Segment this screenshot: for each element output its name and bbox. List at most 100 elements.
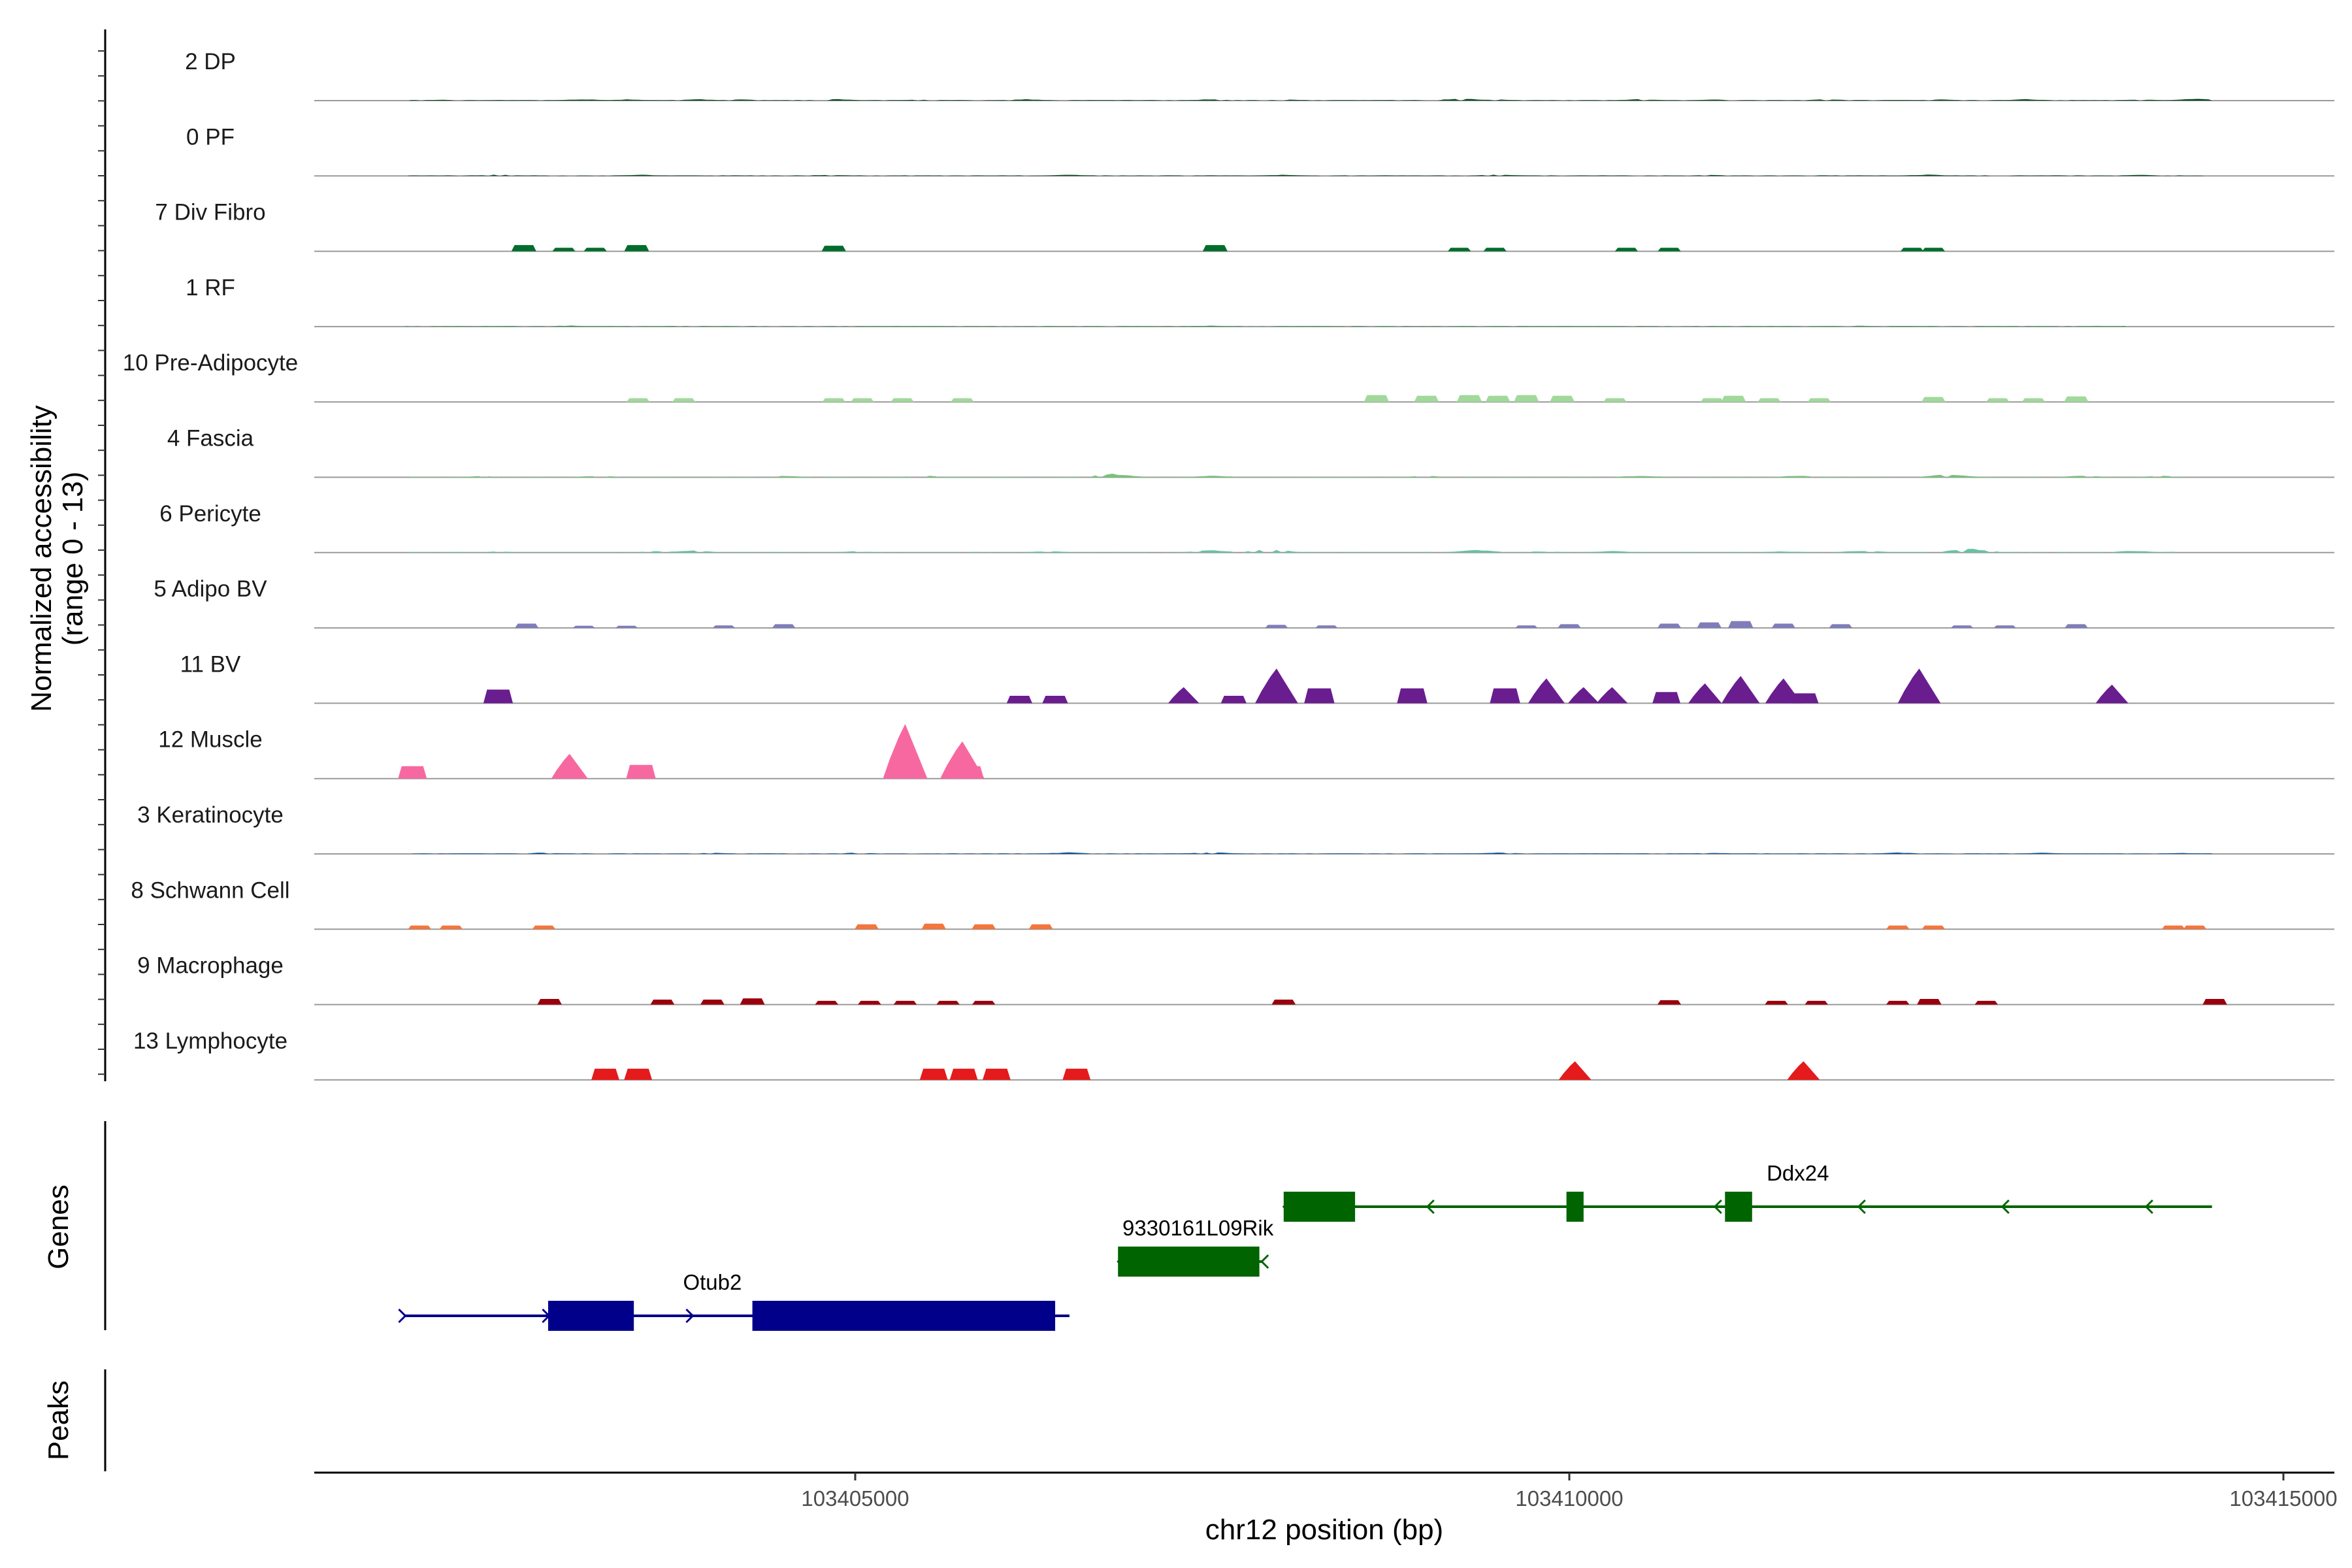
track-label: 12 Muscle — [158, 727, 263, 753]
coverage-peak — [1550, 395, 1575, 402]
coverage-peak — [740, 998, 765, 1005]
strand-arrow — [2144, 1199, 2153, 1215]
peaks-panel-label: Peaks — [42, 1380, 74, 1460]
x-tick-label: 103415000 — [2229, 1486, 2337, 1511]
coverage-peak — [572, 625, 595, 629]
track-label: 7 Div Fibro — [155, 200, 265, 225]
coverage-peak — [2064, 396, 2089, 402]
coverage-peak — [583, 248, 607, 252]
coverage-peak — [858, 1000, 881, 1005]
gene-label: Ddx24 — [1767, 1161, 1829, 1185]
gene-exon — [548, 1301, 634, 1331]
coverage-peak — [1614, 248, 1639, 252]
coverage-peak — [1042, 696, 1068, 704]
track-label: 3 Keratinocyte — [137, 802, 284, 828]
track-label: 0 PF — [186, 124, 235, 150]
strand-arrow — [398, 1308, 407, 1324]
coverage-area — [408, 549, 2183, 553]
coverage-peak — [972, 924, 996, 930]
coverage-peak — [439, 925, 463, 930]
track-label: 6 Pericyte — [159, 501, 261, 527]
coverage-peak — [936, 1000, 960, 1005]
gene-9330161l09rik: 9330161L09Rik — [1117, 1216, 1274, 1277]
track-label: 8 Schwann Cell — [131, 877, 289, 903]
gene-label: Otub2 — [683, 1270, 742, 1294]
coverage-peak — [1986, 398, 2010, 402]
track-10-pre-adipocyte: 10 Pre-Adipocyte — [123, 350, 2334, 403]
gene-exon — [1283, 1192, 1356, 1222]
track-13-lymphocyte: 13 Lymphocyte — [133, 1028, 2334, 1081]
track-5-adipo-bv: 5 Adipo BV — [154, 576, 2334, 629]
coverage-peak — [1921, 397, 1946, 402]
coverage-peak — [712, 625, 736, 629]
coverage-peak — [1514, 395, 1539, 402]
coverage-peak — [532, 925, 556, 930]
track-label: 2 DP — [185, 49, 236, 74]
track-label: 9 Macrophage — [137, 953, 284, 979]
genes-panel-label: Genes — [42, 1184, 74, 1269]
coverage-peak — [2202, 999, 2227, 1005]
track-7-div-fibro: 7 Div Fibro — [155, 200, 2334, 252]
coverage-peak — [537, 999, 562, 1005]
coverage-peak — [650, 1000, 675, 1005]
gene-exon — [1566, 1192, 1584, 1222]
coverage-peak — [552, 248, 576, 252]
coverage-peak — [1255, 668, 1298, 704]
coverage-peak — [2161, 925, 2185, 930]
strand-arrow — [1260, 1254, 1269, 1269]
coverage-peak — [919, 1068, 948, 1080]
coverage-peak — [1603, 398, 1627, 402]
gene-exon — [1118, 1247, 1260, 1277]
coverage-peak — [1456, 395, 1482, 402]
track-12-muscle: 12 Muscle — [158, 724, 2334, 779]
coverage-peak — [1993, 625, 2016, 629]
coverage-peak — [1558, 1061, 1592, 1080]
track-label: 1 RF — [186, 275, 235, 301]
coverage-peak — [1483, 248, 1507, 252]
track-label: 5 Adipo BV — [154, 576, 267, 602]
coverage-peak — [1721, 395, 1746, 402]
coverage-peak — [2095, 684, 2129, 704]
coverage-peak — [1364, 395, 1390, 402]
coverage-tracks: 2 DP 0 PF 7 Div Fibro 1 RF 10 Pre-Adipocyte 4… — [123, 49, 2334, 1081]
coverage-peak — [1688, 683, 1722, 704]
coverage-peak — [1765, 1000, 1788, 1005]
track-11-bv: 11 BV — [180, 651, 2334, 704]
coverage-area — [405, 325, 2127, 327]
coverage-peak — [1700, 398, 1724, 402]
coverage-peak — [851, 398, 874, 402]
coverage-peak — [483, 689, 514, 704]
coverage-peak — [1397, 688, 1428, 704]
track-6-pericyte: 6 Pericyte — [159, 501, 2334, 553]
coverage-peak — [1220, 696, 1247, 704]
coverage-peak — [1787, 1061, 1820, 1080]
strand-arrow — [2001, 1199, 2010, 1215]
coverage-peak — [515, 623, 539, 629]
coverage-peak — [1897, 668, 1941, 704]
coverage-peak — [1886, 925, 1910, 930]
coverage-area — [408, 174, 2205, 176]
coverage-peak — [1886, 1000, 1910, 1005]
coverage-peak — [1062, 1068, 1091, 1080]
coverage-peak — [890, 398, 914, 402]
coverage-peak — [1805, 1000, 1828, 1005]
coverage-peak — [1950, 625, 1974, 629]
coverage-peak — [1658, 248, 1681, 252]
coverage-peak — [1917, 999, 1942, 1005]
gene-ddx24: Ddx24 — [1282, 1161, 2212, 1222]
coverage-peak — [883, 724, 928, 779]
x-tick-label: 103405000 — [801, 1486, 909, 1511]
y-axis-title: Normalized accessibility — [25, 405, 57, 711]
coverage-peak — [821, 246, 846, 252]
coverage-peak — [1304, 688, 1335, 704]
track-label: 13 Lymphocyte — [133, 1028, 287, 1054]
coverage-peak — [591, 1068, 619, 1080]
coverage-peak — [949, 1068, 978, 1080]
coverage-peak — [511, 245, 536, 252]
gene-exon — [752, 1301, 1056, 1331]
coverage-peak — [1202, 245, 1228, 252]
coverage-peak — [1807, 398, 1831, 402]
gene-exon — [1725, 1192, 1752, 1222]
coverage-peak — [855, 924, 879, 930]
coverage-peak — [1657, 623, 1682, 629]
